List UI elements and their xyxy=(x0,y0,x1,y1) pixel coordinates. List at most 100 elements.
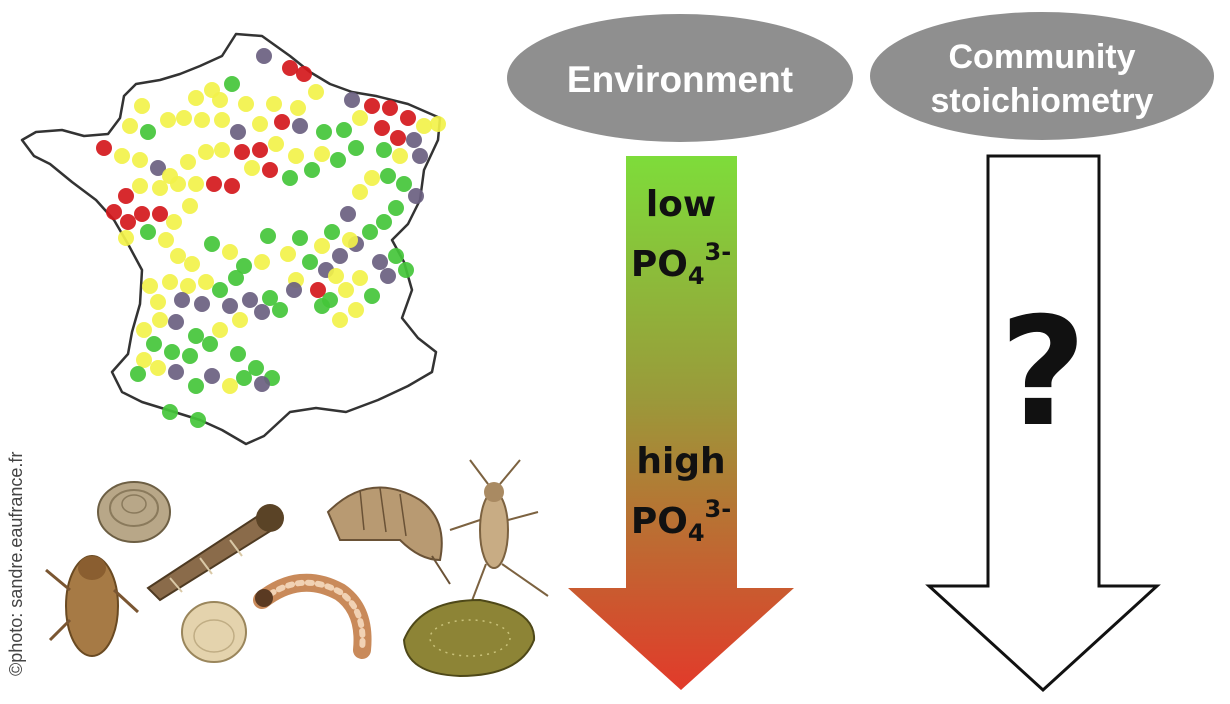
map-site-dot-green xyxy=(188,378,204,394)
map-site-dot-green xyxy=(236,370,252,386)
map-site-dot-purple xyxy=(408,188,424,204)
map-site-dot-yellow xyxy=(314,238,330,254)
map-site-dot-yellow xyxy=(152,312,168,328)
map-site-dot-yellow xyxy=(212,322,228,338)
map-site-dot-yellow xyxy=(180,278,196,294)
map-site-dot-yellow xyxy=(214,112,230,128)
map-site-dot-green xyxy=(202,336,218,352)
map-site-dot-yellow xyxy=(136,322,152,338)
map-site-dot-green xyxy=(262,290,278,306)
map-site-dot-green xyxy=(190,412,206,428)
map-site-dot-yellow xyxy=(232,312,248,328)
map-site-dot-red xyxy=(382,100,398,116)
high-po-superscript: 3- xyxy=(705,495,732,523)
map-site-dot-purple xyxy=(194,296,210,312)
map-site-dot-green xyxy=(228,270,244,286)
map-site-dot-red xyxy=(206,176,222,192)
low-po-superscript: 3- xyxy=(705,238,732,266)
map-site-dot-yellow xyxy=(392,148,408,164)
map-site-dot-purple xyxy=(242,292,258,308)
map-site-dot-yellow xyxy=(134,98,150,114)
map-site-dot-yellow xyxy=(188,90,204,106)
map-site-dot-green xyxy=(380,168,396,184)
beetle-larva-image xyxy=(45,555,140,657)
map-site-dot-red xyxy=(224,178,240,194)
map-site-dot-purple xyxy=(340,206,356,222)
map-site-dot-purple xyxy=(204,368,220,384)
map-site-dot-purple xyxy=(168,364,184,380)
stonefly-image xyxy=(449,459,549,607)
question-mark: ? xyxy=(999,286,1086,460)
gradient-arrow-shape xyxy=(568,156,794,690)
map-site-dot-green xyxy=(396,176,412,192)
map-site-dot-purple xyxy=(372,254,388,270)
map-site-dot-red xyxy=(282,60,298,76)
map-site-dot-red xyxy=(374,120,390,136)
map-site-dot-yellow xyxy=(198,144,214,160)
map-site-dot-yellow xyxy=(160,112,176,128)
map-site-dot-green xyxy=(130,366,146,382)
map-site-dot-purple xyxy=(332,248,348,264)
map-site-dot-purple xyxy=(292,118,308,134)
map-site-dot-green xyxy=(140,224,156,240)
map-site-dot-yellow xyxy=(352,270,368,286)
low-po-subscript: 4 xyxy=(688,262,705,290)
map-site-dot-green xyxy=(164,344,180,360)
high-po-text: PO xyxy=(631,501,688,542)
map-site-dot-yellow xyxy=(280,246,296,262)
map-site-dot-yellow xyxy=(314,146,330,162)
map-site-dot-green xyxy=(188,328,204,344)
map-site-dot-green xyxy=(330,152,346,168)
map-site-dot-green xyxy=(292,230,308,246)
map-site-dot-red xyxy=(400,110,416,126)
segmented-larva-image xyxy=(253,573,372,659)
map-site-dot-yellow xyxy=(288,148,304,164)
community-title-line2: stoichiometry xyxy=(931,82,1154,120)
france-map-outline xyxy=(20,32,442,446)
map-site-dot-yellow xyxy=(114,148,130,164)
map-site-dot-red xyxy=(106,204,122,220)
map-site-dot-red xyxy=(252,142,268,158)
environment-title: Environment xyxy=(567,59,793,100)
map-site-dot-yellow xyxy=(132,178,148,194)
map-site-dot-yellow xyxy=(162,274,178,290)
map-site-dot-yellow xyxy=(166,214,182,230)
community-title-line1: Community xyxy=(949,38,1136,76)
map-site-dot-green xyxy=(162,404,178,420)
map-site-dot-yellow xyxy=(238,96,254,112)
map-site-dot-yellow xyxy=(170,176,186,192)
map-site-dot-yellow xyxy=(176,110,192,126)
map-site-dot-purple xyxy=(406,132,422,148)
map-site-dot-purple xyxy=(286,282,302,298)
map-site-dot-green xyxy=(314,298,330,314)
clam-shell-image xyxy=(97,481,171,543)
flatworm-image xyxy=(402,598,536,678)
map-site-dot-yellow xyxy=(430,116,446,132)
map-site-dot-yellow xyxy=(222,244,238,260)
map-site-dot-yellow xyxy=(348,302,364,318)
low-po4-label: PO43- xyxy=(631,238,731,290)
environment-gradient-arrow: low PO43- high PO43- xyxy=(568,156,794,690)
map-site-dot-red xyxy=(310,282,326,298)
map-site-dot-green xyxy=(182,348,198,364)
map-site-dot-red xyxy=(96,140,112,156)
map-site-dot-green xyxy=(362,224,378,240)
map-site-dot-yellow xyxy=(136,352,152,368)
map-site-dot-purple xyxy=(256,48,272,64)
map-site-dot-green xyxy=(304,162,320,178)
map-site-dot-purple xyxy=(254,304,270,320)
map-site-dot-green xyxy=(224,76,240,92)
map-site-dot-yellow xyxy=(342,232,358,248)
environment-oval xyxy=(507,14,853,142)
map-site-dot-green xyxy=(260,228,276,244)
map-site-dot-green xyxy=(316,124,332,140)
map-site-dot-yellow xyxy=(122,118,138,134)
map-site-dot-yellow xyxy=(214,142,230,158)
high-po4-label: PO43- xyxy=(631,495,731,547)
map-site-dot-yellow xyxy=(198,274,214,290)
map-site-dot-green xyxy=(398,262,414,278)
map-site-dot-red xyxy=(134,206,150,222)
small-clam-image xyxy=(181,601,247,663)
map-site-dot-green xyxy=(364,288,380,304)
